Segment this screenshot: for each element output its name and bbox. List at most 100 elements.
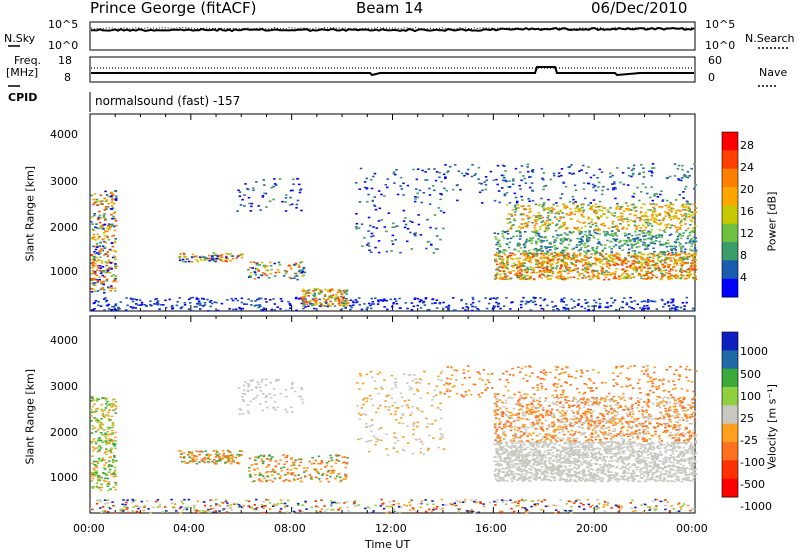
power-cell	[660, 251, 663, 254]
power-cell	[383, 306, 386, 308]
power-cell	[641, 257, 644, 260]
power-cell	[555, 276, 558, 278]
power-cell	[96, 281, 99, 283]
power-cell	[596, 274, 600, 277]
power-cell	[668, 272, 671, 275]
power-cell	[582, 250, 586, 253]
power-cell	[613, 186, 617, 189]
power-cell	[616, 226, 619, 228]
power-cell	[522, 254, 526, 256]
velocity-cell	[180, 460, 184, 463]
velocity-cell	[416, 421, 420, 424]
power-cell	[522, 296, 525, 299]
power-cell	[318, 298, 321, 301]
power-cell	[347, 302, 350, 304]
power-cell	[253, 278, 257, 280]
velocity-cell	[238, 413, 241, 416]
power-cell	[568, 266, 571, 269]
power-cell	[501, 164, 505, 167]
power-cell	[270, 308, 274, 311]
power-cell	[316, 288, 320, 290]
velocity-cell	[392, 508, 396, 511]
power-cell	[489, 170, 493, 173]
power-cell	[106, 304, 109, 307]
velocity-cell	[397, 439, 400, 442]
velocity-cell	[589, 505, 592, 508]
velocity-cell	[268, 454, 271, 456]
velocity-cell	[477, 511, 481, 514]
velocity-cell	[301, 504, 304, 506]
power-cell	[572, 256, 575, 258]
power-cell	[644, 215, 647, 218]
velocity-cell	[439, 428, 442, 430]
power-cell	[543, 271, 547, 274]
velocity-cell	[273, 503, 276, 506]
power-cell	[465, 172, 468, 175]
power-cell	[640, 255, 643, 258]
power-cell	[602, 185, 605, 188]
velocity-cell	[554, 512, 557, 514]
velocity-cell	[290, 457, 293, 459]
velocity-cell	[344, 475, 347, 478]
velocity-cell	[119, 508, 122, 511]
velocity-cell	[320, 499, 323, 501]
power-cell	[692, 213, 696, 216]
power-cell	[535, 241, 538, 244]
power-cell	[496, 164, 500, 167]
power-cell	[95, 278, 99, 281]
velocity-cell	[427, 423, 431, 425]
power-cell	[547, 198, 550, 201]
power-cell	[684, 213, 687, 215]
power-cell	[622, 272, 625, 275]
power-cell	[93, 282, 97, 284]
power-cell	[635, 237, 639, 240]
velocity-cell	[329, 472, 333, 474]
velocity-cell	[188, 451, 191, 453]
power-cell	[679, 268, 683, 271]
power-cell	[367, 230, 370, 232]
velocity-cell	[92, 438, 96, 440]
power-cell	[652, 247, 655, 250]
power-cell	[191, 253, 195, 256]
power-cell	[379, 299, 383, 301]
power-cell	[601, 268, 605, 270]
power-cell	[113, 225, 116, 228]
velocity-cell	[102, 466, 106, 469]
velocity-cell	[299, 480, 303, 483]
power-cell	[547, 215, 550, 217]
velocity-cell	[221, 458, 224, 460]
velocity-cell	[229, 462, 233, 465]
power-cell	[496, 232, 500, 235]
power-cell	[563, 223, 566, 225]
power-cell	[670, 309, 673, 311]
power-cell	[496, 253, 499, 256]
power-cell	[524, 274, 527, 277]
power-cell	[524, 208, 528, 211]
power-cell	[94, 248, 98, 251]
power-cell	[546, 225, 549, 227]
power-cell	[526, 166, 529, 168]
power-cell	[633, 240, 636, 243]
power-cell	[620, 219, 623, 221]
velocity-cell	[182, 452, 186, 454]
power-cell	[631, 173, 635, 176]
velocity-cell	[259, 390, 263, 392]
power-cell	[691, 267, 694, 270]
power-cell	[575, 246, 578, 248]
velocity-cell	[95, 420, 98, 422]
power-cell	[665, 258, 669, 261]
power-cell	[564, 185, 568, 188]
velocity-cell	[230, 460, 234, 462]
power-cell	[95, 242, 99, 245]
velocity-cell	[515, 505, 518, 507]
power-cell	[626, 244, 630, 247]
power-cell	[678, 210, 682, 212]
power-cell	[681, 203, 684, 206]
power-cell	[91, 309, 95, 311]
velocity-cell	[139, 506, 142, 508]
velocity-cell	[595, 508, 598, 510]
power-cell	[557, 175, 561, 178]
power-cell	[594, 301, 598, 304]
power-cell	[517, 261, 521, 263]
power-cell	[633, 219, 637, 222]
